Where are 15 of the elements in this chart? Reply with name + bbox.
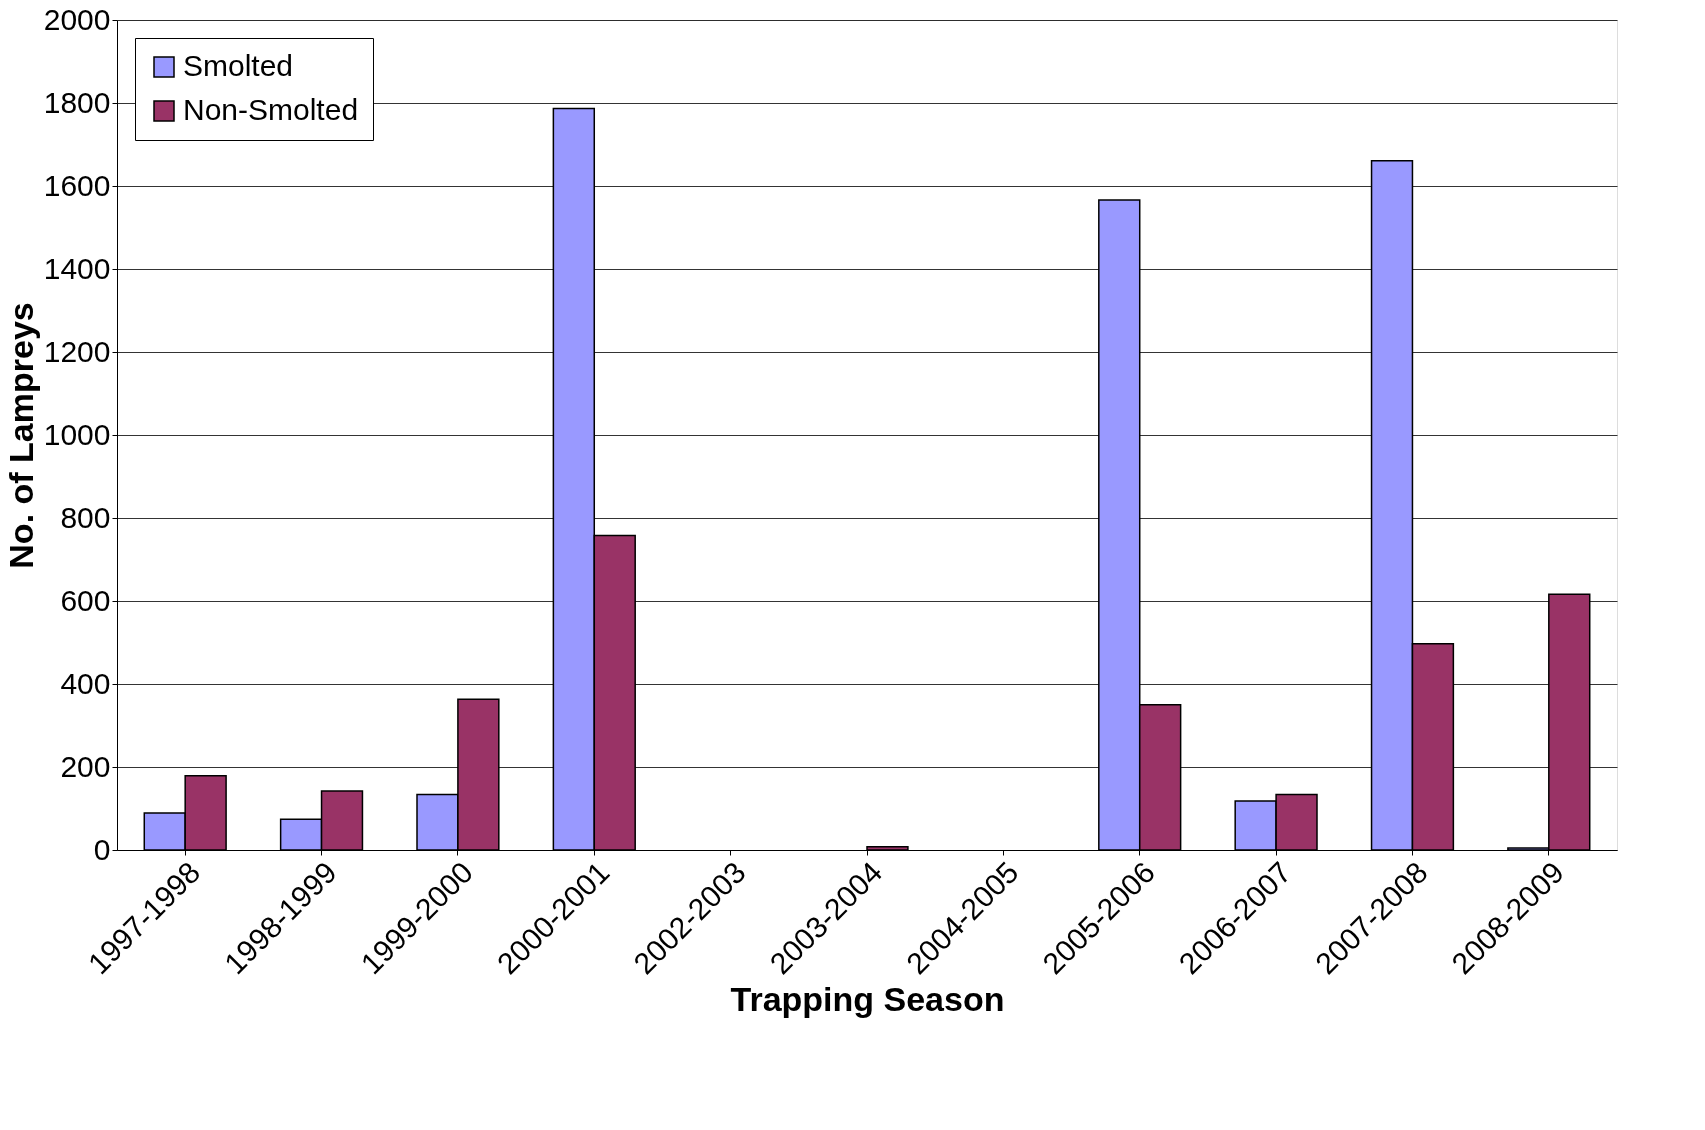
y-tick-label: 1600 (43, 168, 111, 202)
legend-label: Non-Smolted (183, 93, 359, 126)
y-tick-label: 200 (60, 749, 111, 783)
y-tick-label: 0 (93, 832, 111, 866)
x-axis-title: Trapping Season (730, 980, 1005, 1019)
y-axis-title: No. of Lampreys (1, 302, 40, 569)
y-tick-label: 2000 (43, 2, 111, 36)
y-tick-label: 1200 (43, 334, 111, 368)
y-tick-label: 1000 (43, 417, 111, 451)
legend-label: Smolted (183, 49, 294, 82)
y-tick-label: 1400 (43, 251, 111, 285)
y-tick-label: 400 (60, 666, 111, 700)
y-tick-label: 800 (60, 500, 111, 534)
y-tick-label: 1800 (43, 85, 111, 119)
y-tick-label: 600 (60, 583, 111, 617)
